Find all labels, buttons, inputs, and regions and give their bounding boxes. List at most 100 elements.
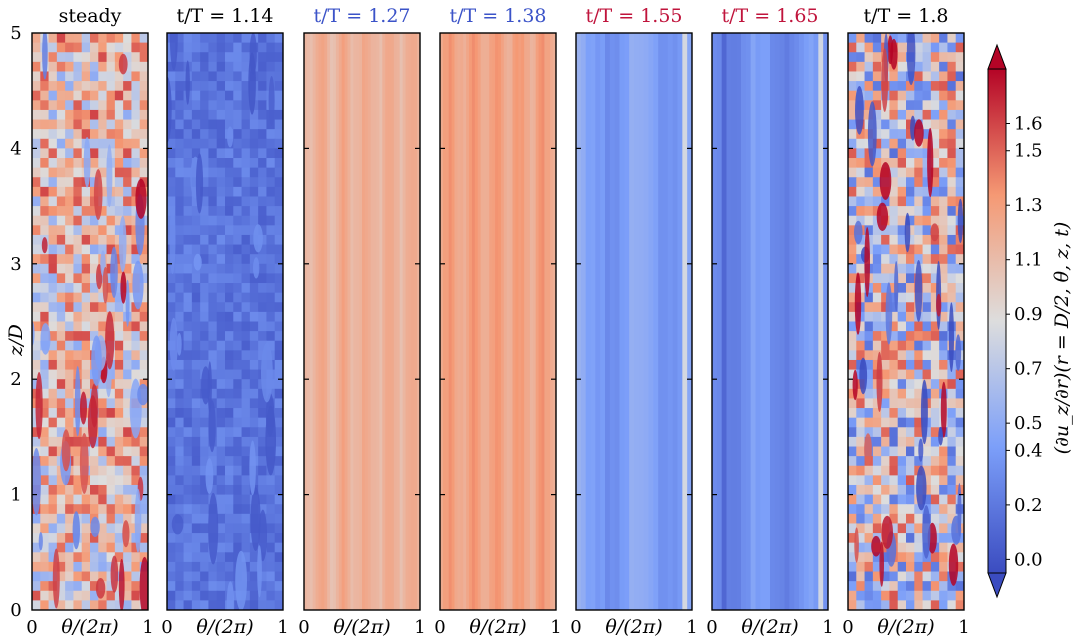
heatmap-band xyxy=(529,33,534,610)
heatmap-cell xyxy=(48,504,58,515)
heatmap-cell xyxy=(906,234,915,246)
heatmap-cell xyxy=(930,283,940,294)
heatmap-cell xyxy=(216,158,226,169)
panel-frame xyxy=(303,32,421,611)
heatmap-cell xyxy=(864,408,874,419)
heatmap-cell xyxy=(848,206,857,217)
heatmap-cell xyxy=(225,369,234,380)
heatmap-band xyxy=(338,33,343,610)
heatmap-cell xyxy=(216,359,226,371)
heatmap-cell xyxy=(216,436,226,448)
heatmap-cell xyxy=(175,504,185,515)
heatmap-cell xyxy=(258,561,268,573)
x-tick-label: 0 xyxy=(434,617,445,638)
heatmap-cell xyxy=(225,167,234,178)
heatmap-cell xyxy=(208,379,218,390)
heatmap-band xyxy=(638,33,645,610)
heatmap-cell xyxy=(40,138,50,149)
heatmap-streak xyxy=(268,76,275,126)
heatmap-cell xyxy=(216,90,226,101)
heatmap-cell xyxy=(73,484,83,496)
heatmap-band xyxy=(324,33,328,610)
heatmap-cell xyxy=(200,494,210,505)
heatmap-cell xyxy=(40,388,50,400)
heatmap-cell xyxy=(233,234,243,246)
heatmap-cell xyxy=(249,436,259,448)
heatmap-cell xyxy=(191,196,201,207)
heatmap-streak xyxy=(87,395,98,449)
heatmap-band xyxy=(750,33,757,610)
heatmap-cell xyxy=(167,475,176,486)
heatmap-cell xyxy=(90,581,99,592)
heatmap-cell xyxy=(81,350,91,361)
heatmap-cell xyxy=(191,206,201,217)
heatmap-cell xyxy=(48,234,58,246)
heatmap-cell xyxy=(175,321,185,332)
heatmap-cell xyxy=(258,600,268,610)
heatmap-cell xyxy=(939,581,949,592)
heatmap-cell xyxy=(258,456,268,467)
heatmap-cell xyxy=(175,283,185,294)
heatmap-cell xyxy=(897,263,907,275)
heatmap-cell xyxy=(897,206,907,217)
heatmap-cell xyxy=(175,234,185,246)
heatmap-cell xyxy=(175,292,185,303)
colorbar-label: (∂u_z/∂r)(r = D/2, θ, z, t) xyxy=(1051,222,1073,455)
heatmap-cell xyxy=(274,148,283,159)
heatmap-cell xyxy=(241,148,251,159)
heatmap-cell xyxy=(897,379,907,390)
heatmap-cell xyxy=(266,71,276,82)
heatmap-cell xyxy=(914,215,924,226)
heatmap-cell xyxy=(73,542,83,553)
heatmap-cell xyxy=(856,388,866,400)
heatmap-cell xyxy=(848,33,857,44)
heatmap-cell xyxy=(183,225,193,236)
heatmap-cell xyxy=(930,90,940,101)
heatmap-cell xyxy=(139,273,148,284)
heatmap-cell xyxy=(183,196,193,207)
heatmap-band xyxy=(506,33,511,610)
heatmap-cell xyxy=(922,590,932,601)
heatmap-cell xyxy=(123,456,133,467)
heatmap-cell xyxy=(258,42,268,53)
heatmap-cell xyxy=(81,42,91,53)
heatmap-cell xyxy=(183,302,193,313)
heatmap-cell xyxy=(856,446,866,457)
heatmap-streak xyxy=(61,429,71,472)
heatmap-cell xyxy=(131,436,141,448)
heatmap-cell xyxy=(65,42,75,53)
heatmap-cell xyxy=(106,398,116,409)
heatmap-cell xyxy=(881,388,891,400)
heatmap-cell xyxy=(191,61,201,73)
heatmap-cell xyxy=(98,273,108,284)
heatmap-cell xyxy=(848,561,857,573)
heatmap-cell xyxy=(241,52,251,63)
heatmap-cell xyxy=(123,129,133,140)
heatmap-cell xyxy=(266,273,276,284)
heatmap-cell xyxy=(897,234,907,246)
y-tick-label: 2 xyxy=(10,369,21,390)
heatmap-cell xyxy=(922,234,932,246)
heatmap-cell xyxy=(881,600,891,610)
heatmap-cell xyxy=(922,302,932,313)
heatmap-cell xyxy=(56,283,66,294)
heatmap-cell xyxy=(32,552,41,563)
heatmap-cell xyxy=(131,234,141,246)
heatmap-cell xyxy=(848,552,857,563)
heatmap-cell xyxy=(922,167,932,178)
heatmap-cell xyxy=(123,571,133,582)
panel-frame xyxy=(711,32,829,611)
heatmap-cell xyxy=(208,215,218,226)
heatmap-cell xyxy=(32,186,41,198)
heatmap-cell xyxy=(258,225,268,236)
heatmap-cell xyxy=(90,119,99,130)
heatmap-cell xyxy=(947,90,957,101)
heatmap-cell xyxy=(922,571,932,582)
heatmap-cell xyxy=(889,523,899,534)
heatmap-cell xyxy=(81,494,91,505)
heatmap-cell xyxy=(191,33,201,44)
heatmap-band xyxy=(682,33,688,610)
heatmap-cell xyxy=(123,206,133,217)
heatmap-cell xyxy=(98,427,108,438)
heatmap-cell xyxy=(906,446,915,457)
